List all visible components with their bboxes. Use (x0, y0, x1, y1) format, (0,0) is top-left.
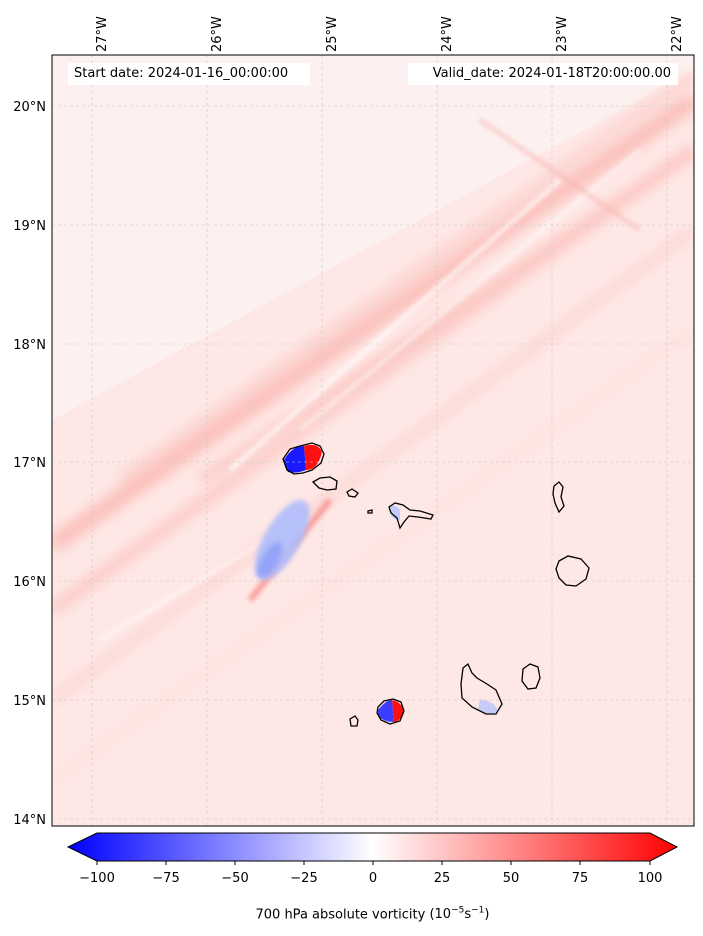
vorticity-field (52, 55, 694, 826)
lon-tick-labels: 27°W 26°W 25°W 24°W 23°W 22°W (95, 16, 685, 52)
colorbar-unit: (10−5s−1) (429, 906, 490, 923)
valid-date-label: Valid_date: 2024-01-18T20:00:00.00 (432, 66, 671, 81)
island-brava (349, 715, 359, 727)
island-raso (367, 509, 373, 514)
lon-tick-27w: 27°W (95, 16, 110, 52)
boa-vista-tint (478, 700, 498, 714)
island-sao-vicente (311, 476, 338, 491)
lon-tick-22w: 22°W (670, 16, 685, 52)
colorbar-title-text: 700 hPa absolute vorticity (255, 907, 430, 923)
island-sal (552, 481, 565, 514)
lon-tick-23w: 23°W (555, 16, 570, 52)
vorticity-band-5 (52, 325, 694, 785)
island-santa-luzia (346, 488, 359, 498)
lat-tick-20n: 20°N (13, 100, 46, 115)
cbar-tick-m100: −100 (79, 871, 115, 886)
cbar-tick-m75: −75 (152, 871, 179, 886)
cbar-tick-100: 100 (638, 871, 663, 886)
cbar-tick-0: 0 (369, 871, 377, 886)
santo-antao-dipole (284, 444, 322, 473)
island-boa-vista (555, 555, 590, 587)
lat-tick-18n: 18°N (13, 338, 46, 353)
start-date-box (68, 63, 310, 85)
island-santo-antao (282, 442, 325, 475)
lat-tick-17n: 17°N (13, 456, 46, 471)
start-date-label: Start date: 2024-01-16_00:00:00 (74, 66, 289, 81)
lon-tick-25w: 25°W (325, 16, 340, 52)
coastlines (282, 442, 590, 727)
valid-date-box (408, 63, 678, 85)
cbar-tick-25: 25 (434, 871, 451, 886)
colorbar-tick-labels: −100 −75 −50 −25 0 25 50 75 100 (79, 871, 662, 886)
colorbar: −100 −75 −50 −25 0 25 50 75 100 (66, 832, 679, 886)
island-fogo (376, 698, 405, 725)
vorticity-streak-1 (228, 178, 562, 472)
cbar-tick-75: 75 (572, 871, 589, 886)
gridlines (52, 55, 694, 826)
island-maio (521, 663, 541, 690)
island-santiago (460, 662, 503, 715)
lat-tick-19n: 19°N (13, 219, 46, 234)
vorticity-band-3 (116, 70, 694, 485)
santiago-dipole (378, 700, 404, 722)
vorticity-streak-3 (478, 118, 642, 232)
lat-tick-14n: 14°N (13, 813, 46, 828)
vorticity-band-4 (52, 225, 694, 705)
vorticity-streak-2 (299, 148, 641, 432)
colorbar-title: 700 hPa absolute vorticity (10−5s−1) (0, 906, 703, 922)
island-sao-nicolau (388, 502, 434, 530)
negative-vorticity-patch-core (257, 542, 283, 578)
cbar-tick-50: 50 (503, 871, 520, 886)
lon-tick-24w: 24°W (440, 16, 455, 52)
cbar-tick-m25: −25 (290, 871, 317, 886)
lat-tick-labels: 20°N 19°N 18°N 17°N 16°N 15°N 14°N (13, 100, 46, 828)
lat-tick-15n: 15°N (13, 694, 46, 709)
colorbar-ticks (96, 861, 651, 865)
vorticity-band-1 (52, 92, 694, 553)
colorbar-body (66, 832, 679, 862)
lon-tick-26w: 26°W (210, 16, 225, 52)
map-panel (51, 54, 695, 827)
vorticity-field-light-north (52, 55, 694, 420)
lat-tick-16n: 16°N (13, 575, 46, 590)
map-frame (51, 54, 695, 827)
cbar-tick-m50: −50 (221, 871, 248, 886)
sao-nicolau-tint (390, 505, 400, 520)
